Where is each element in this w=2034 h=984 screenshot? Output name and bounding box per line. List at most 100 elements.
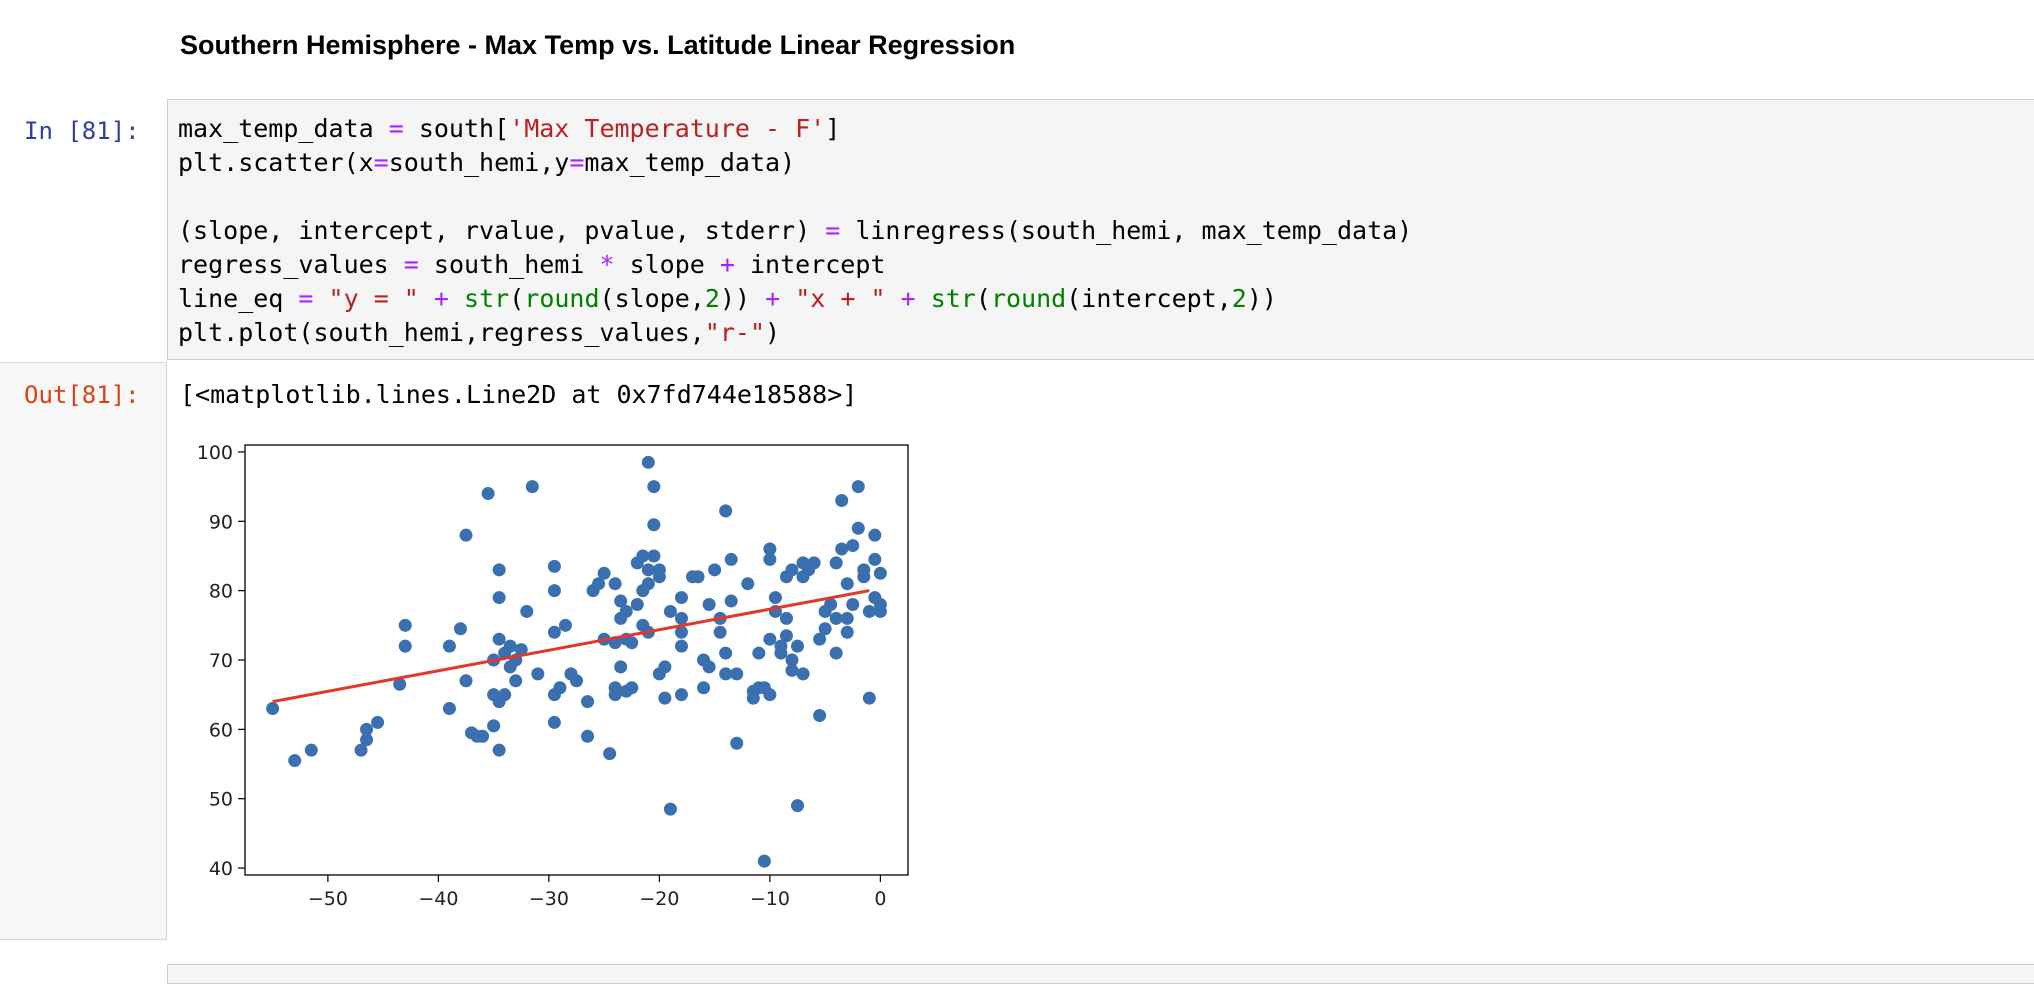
output-prompt: Out[81]:: [24, 381, 140, 409]
x-tick-label: −50: [308, 888, 348, 910]
code-cell[interactable]: [167, 99, 2034, 360]
data-point: [459, 674, 473, 688]
y-tick-label: 90: [209, 511, 233, 533]
data-point: [525, 480, 539, 494]
data-point: [713, 625, 727, 639]
data-point: [481, 487, 495, 501]
data-point: [442, 639, 456, 653]
data-point: [614, 594, 628, 608]
data-point: [288, 754, 302, 768]
data-point: [813, 632, 827, 646]
data-point: [691, 570, 705, 584]
data-point: [730, 667, 744, 681]
data-point: [608, 688, 622, 702]
scatter-plot: −50 −40 −30 −20 −10 0 40 50 60 70 80 90 100: [197, 442, 909, 910]
output-collapse-gutter[interactable]: [0, 362, 167, 940]
data-point: [674, 611, 688, 625]
data-point: [702, 598, 716, 612]
data-point: [862, 691, 876, 705]
y-tick-label: 80: [209, 581, 233, 603]
data-point: [763, 552, 777, 566]
data-point: [829, 646, 843, 660]
data-point: [746, 691, 760, 705]
data-point: [868, 552, 882, 566]
data-point: [453, 622, 467, 636]
data-point: [398, 618, 412, 632]
data-point: [774, 639, 788, 653]
data-point: [603, 747, 617, 761]
data-point: [674, 591, 688, 605]
data-point: [674, 625, 688, 639]
data-point: [824, 598, 838, 612]
data-point: [625, 681, 639, 695]
data-point: [647, 518, 661, 532]
data-point: [708, 563, 722, 577]
code-editor[interactable]: max_temp_data = south['Max Temperature -…: [178, 112, 1412, 350]
data-point: [503, 639, 517, 653]
y-tick-label: 70: [209, 650, 233, 672]
data-point: [674, 688, 688, 702]
input-prompt: In [81]:: [24, 117, 140, 145]
markdown-heading: Southern Hemisphere - Max Temp vs. Latit…: [180, 30, 1016, 60]
data-point: [862, 604, 876, 618]
data-point: [724, 594, 738, 608]
x-tick-label: −40: [418, 888, 458, 910]
data-point: [581, 695, 595, 709]
data-point: [630, 598, 644, 612]
data-point: [724, 552, 738, 566]
data-point: [763, 542, 777, 556]
data-point: [791, 799, 804, 813]
code-line-6: line_eq = "y = " + str(round(slope,2)) +…: [178, 284, 1277, 313]
data-point: [487, 719, 501, 733]
code-line-1-text: max_temp_data = south['Max Temperature -…: [178, 114, 841, 143]
axes-frame: [244, 444, 909, 876]
data-point: [531, 667, 545, 681]
data-point: [509, 674, 523, 688]
y-tick-label: 50: [209, 789, 233, 811]
data-point: [652, 563, 666, 577]
regression-line: [272, 589, 870, 704]
data-point: [520, 604, 534, 618]
data-point: [835, 493, 849, 507]
data-point: [514, 643, 528, 657]
data-point: [570, 674, 583, 688]
data-point: [360, 722, 374, 736]
data-point: [647, 480, 661, 494]
data-point: [658, 691, 672, 705]
data-point: [663, 604, 677, 618]
data-point: [304, 743, 318, 757]
data-point: [835, 542, 849, 556]
data-point: [791, 639, 804, 653]
x-tick-label: −10: [750, 888, 790, 910]
data-point: [658, 660, 672, 674]
x-tick-label: −20: [639, 888, 679, 910]
data-point: [807, 556, 821, 570]
data-point: [647, 549, 661, 563]
code-line-5: regress_values = south_hemi * slope + in…: [178, 250, 886, 279]
data-point: [547, 715, 561, 729]
code-line-4: (slope, intercept, rvalue, pvalue, stder…: [178, 216, 1413, 245]
data-point: [763, 632, 777, 646]
data-point: [719, 504, 733, 518]
data-point: [813, 708, 827, 722]
data-point: [354, 743, 368, 757]
data-point: [371, 715, 385, 729]
data-point: [818, 622, 832, 636]
data-point: [492, 563, 506, 577]
data-point: [785, 563, 799, 577]
next-code-cell[interactable]: [167, 964, 2034, 984]
code-line-1: max_temp_data = south['Max Temperature -…: [178, 114, 840, 143]
code-line-7: plt.plot(south_hemi,regress_values,"r-"): [178, 318, 781, 347]
data-point: [553, 681, 567, 695]
data-point: [851, 521, 865, 535]
data-point: [558, 618, 572, 632]
data-point: [840, 611, 854, 625]
data-point: [697, 681, 711, 695]
data-point: [619, 604, 633, 618]
data-point: [857, 570, 871, 584]
data-point: [608, 577, 622, 591]
data-point: [492, 743, 506, 757]
data-point: [393, 677, 407, 691]
data-point: [741, 577, 755, 591]
data-point: [785, 663, 799, 677]
